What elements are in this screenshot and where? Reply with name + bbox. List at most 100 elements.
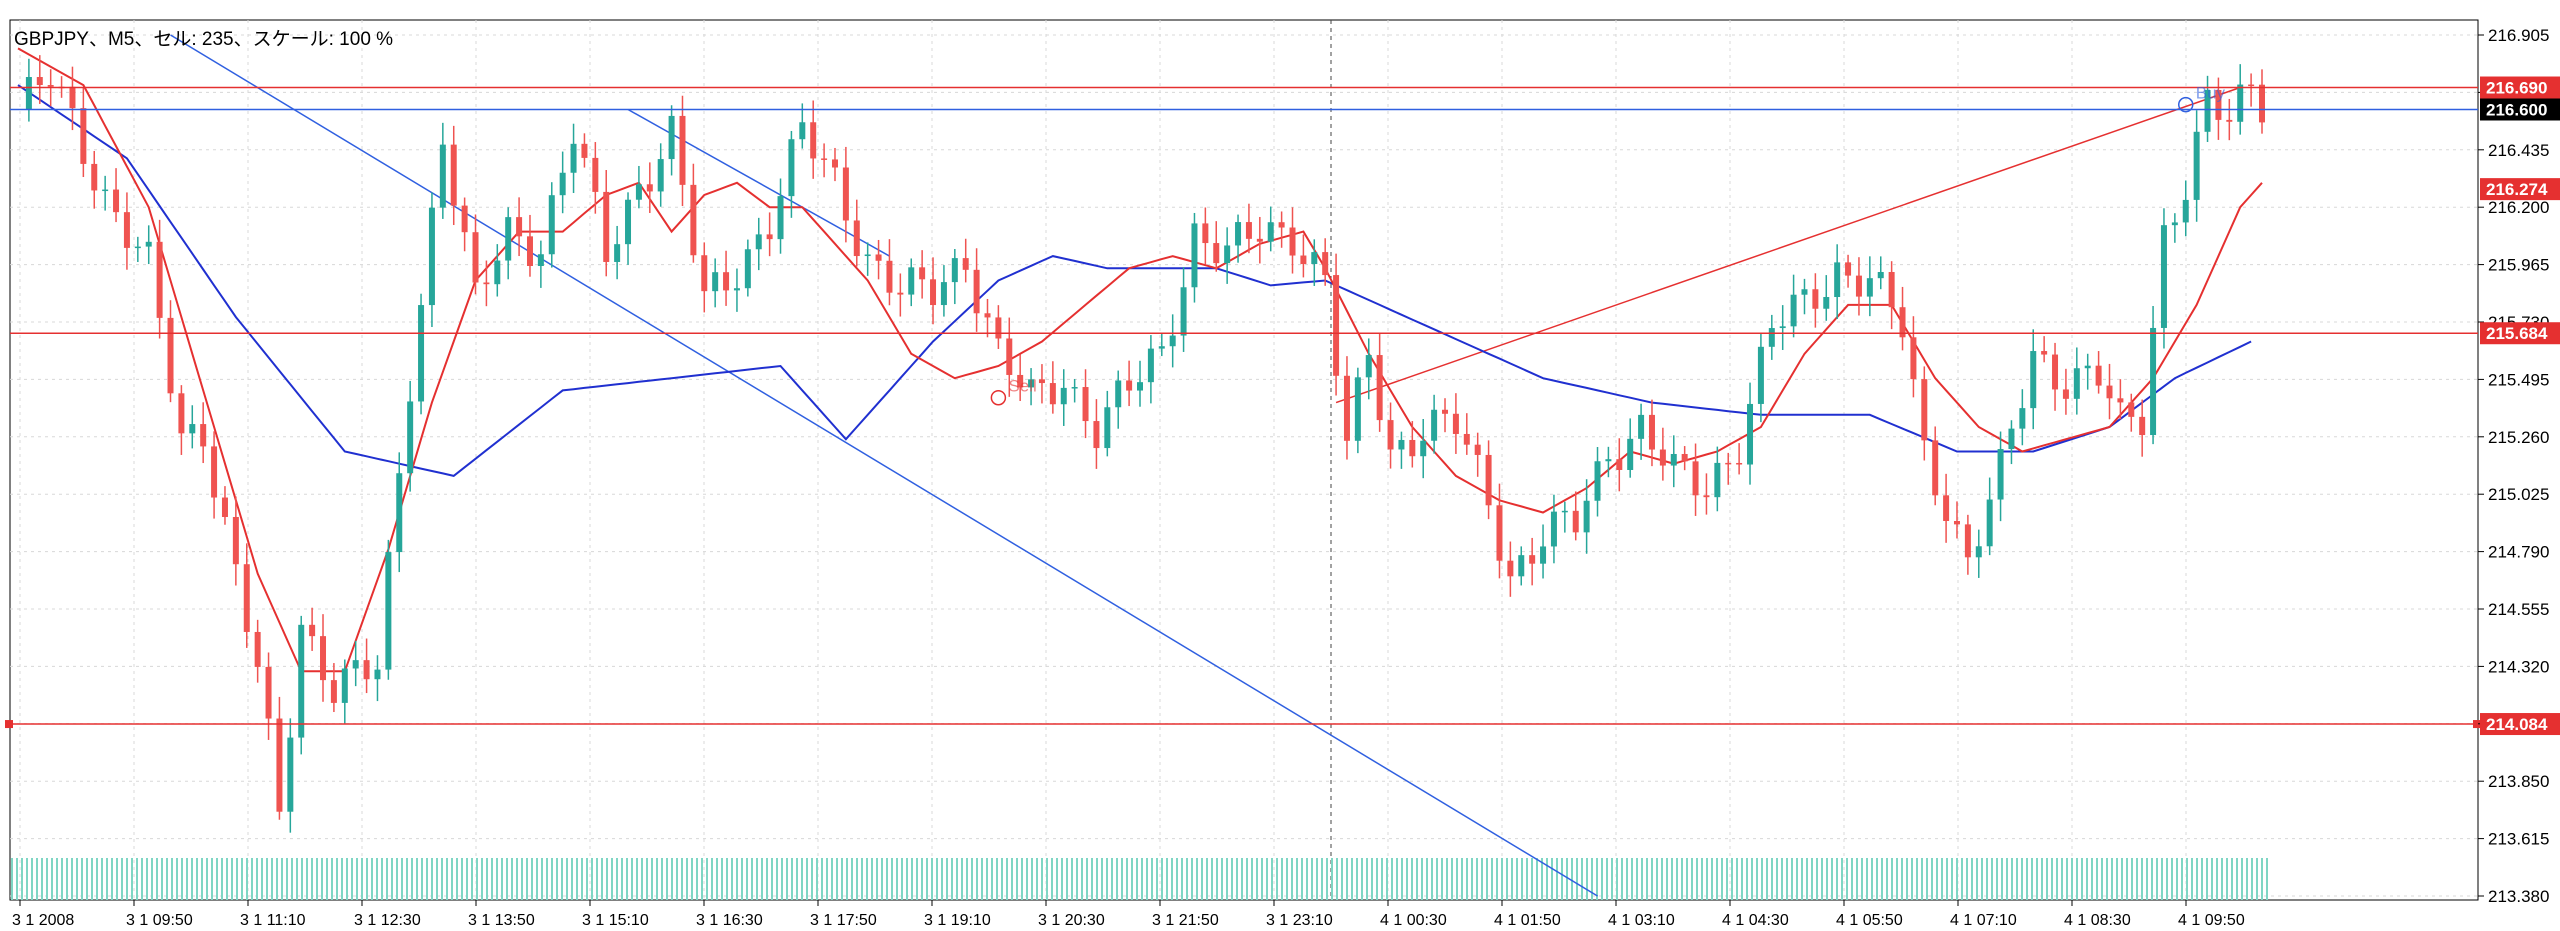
y-tick-label: 214.320 <box>2488 657 2549 676</box>
candle-body <box>363 660 370 680</box>
candle-body <box>2106 385 2113 399</box>
candle-body <box>1126 380 1133 391</box>
candle-body <box>2182 199 2189 223</box>
candle-body <box>102 189 109 192</box>
trendline <box>1335 86 2241 404</box>
candle-body <box>646 184 653 192</box>
candle-body <box>1333 275 1340 376</box>
y-tick-label: 213.615 <box>2488 830 2549 849</box>
candle-body <box>1496 505 1503 561</box>
time-axis[interactable]: 3 1 2008 3 1 09:50 3 1 11:10 3 1 12:30 3 1 1… <box>12 900 2245 929</box>
candle-body <box>113 189 120 213</box>
candle-body <box>1267 222 1274 242</box>
candle-body <box>1834 262 1841 298</box>
y-tick-label: 214.555 <box>2488 600 2549 619</box>
price-level-badge <box>2480 713 2560 736</box>
candle-body <box>2150 327 2157 436</box>
x-tick-label: 3 1 23:10 <box>1266 912 1333 929</box>
candle-body <box>864 254 871 257</box>
candle-body <box>1038 379 1045 384</box>
candle-body <box>1845 262 1852 276</box>
candle-body <box>494 260 501 285</box>
candle-body <box>810 122 817 159</box>
candle-body <box>2193 131 2200 200</box>
candle-body <box>962 258 969 270</box>
candle-body <box>625 199 632 245</box>
candle-body <box>1725 462 1732 465</box>
candle-body <box>2248 84 2255 87</box>
candle-body <box>298 624 305 738</box>
candle-body <box>614 244 621 262</box>
candle-body <box>243 564 250 632</box>
candle-body <box>2160 225 2167 328</box>
candle-body <box>1790 294 1797 327</box>
candle-body <box>1115 380 1122 408</box>
candle-body <box>396 473 403 553</box>
price-level-badge-label: 216.274 <box>2486 180 2548 199</box>
candle-body <box>1540 546 1547 564</box>
candle-body <box>505 217 512 261</box>
candle-body <box>1594 461 1601 501</box>
candle-body <box>1431 409 1438 441</box>
candle-body <box>1376 355 1383 421</box>
candle-body <box>2204 90 2211 132</box>
candle-body <box>1049 383 1056 405</box>
candle-body <box>1278 222 1285 228</box>
candle-body <box>657 159 664 192</box>
y-tick-label: 216.435 <box>2488 141 2549 160</box>
candle-body <box>2139 416 2146 436</box>
candle-body <box>1474 444 1481 455</box>
candle-body <box>1648 414 1655 450</box>
candle-body <box>1932 440 1939 496</box>
candle-body <box>559 172 566 196</box>
moving-average-layer <box>17 47 2263 673</box>
candle-body <box>2171 222 2178 226</box>
candle-body <box>973 269 980 314</box>
x-tick-label: 3 1 16:30 <box>696 912 763 929</box>
candle-body <box>2019 408 2026 429</box>
candle-body <box>1616 459 1623 470</box>
candle-body <box>1311 252 1318 265</box>
candle-body <box>1322 252 1329 276</box>
x-tick-label: 4 1 05:50 <box>1836 912 1903 929</box>
candle-body <box>1768 328 1775 347</box>
candle-body <box>1877 272 1884 279</box>
price-levels-layer <box>5 86 2481 729</box>
candle-body <box>2259 84 2265 123</box>
candle-body <box>309 624 316 637</box>
candle-body <box>1202 223 1209 244</box>
price-level-badge-label: 214.084 <box>2486 715 2548 734</box>
candle-body <box>1518 555 1525 577</box>
candle-body <box>1452 413 1459 434</box>
candle-body <box>799 122 806 140</box>
candle-body <box>1638 414 1645 439</box>
candle-body <box>875 254 882 261</box>
candle-body <box>908 267 915 295</box>
candle-body <box>1420 440 1427 457</box>
candle-body <box>450 144 457 206</box>
price-level-badge <box>2480 98 2560 121</box>
candle-body <box>570 143 577 173</box>
plot-area <box>9 19 2479 901</box>
candle-body <box>178 393 185 434</box>
price-axis[interactable]: 216.905216.670216.435216.200215.965215.7… <box>2478 26 2560 906</box>
price-level-badge <box>2480 178 2560 201</box>
trade-marker-icon <box>2177 96 2194 113</box>
candle-body <box>1093 421 1100 449</box>
candle-body <box>679 115 686 185</box>
candle-body <box>1169 335 1176 347</box>
candle-body <box>1104 407 1111 449</box>
x-tick-label: 4 1 09:50 <box>2178 912 2245 929</box>
candle-body <box>1028 379 1035 388</box>
candle-body <box>1529 555 1536 564</box>
candle-body <box>25 77 32 110</box>
candle-body <box>287 737 294 812</box>
candle-body <box>2117 398 2124 403</box>
candle-body <box>1757 346 1764 404</box>
candle-body <box>123 212 130 248</box>
candle-body <box>1137 382 1143 391</box>
candle-body <box>472 232 479 283</box>
candle-body <box>526 236 533 266</box>
